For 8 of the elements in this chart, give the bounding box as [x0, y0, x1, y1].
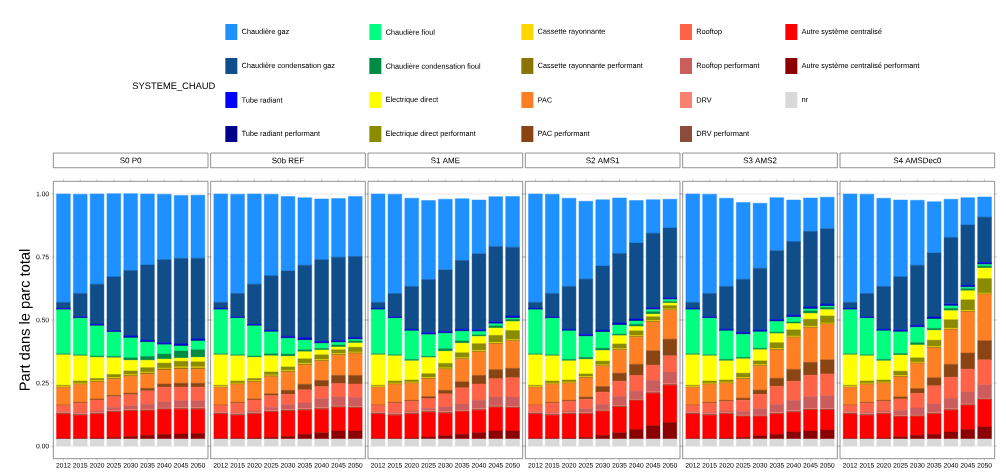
chart-title: S0b REF — [272, 157, 304, 164]
chart-title: S4 AMSDec0 — [893, 157, 942, 164]
chart-title: S3 AMS2 — [743, 157, 777, 164]
chart-title: S0 P0 — [120, 157, 142, 164]
y-axis-title: Part dans le parc total — [19, 249, 33, 391]
chart-title: S2 AMS1 — [586, 157, 620, 164]
legend-title: SYSTEME_CHAUD — [132, 82, 215, 91]
chart-title: S1 AME — [431, 157, 460, 164]
